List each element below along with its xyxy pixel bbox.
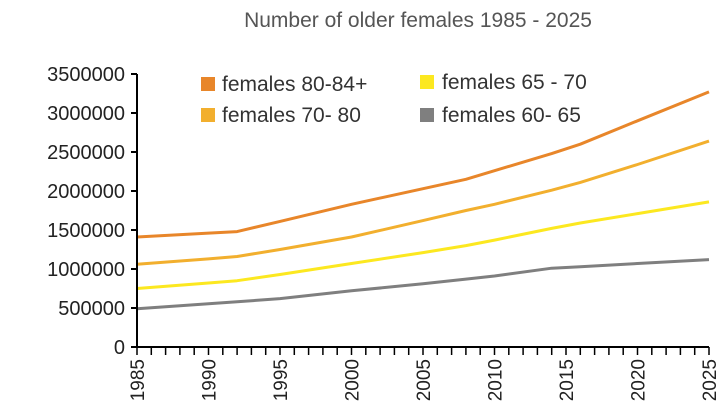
- series-line: [136, 90, 710, 239]
- y-tick-label: 1000000: [47, 259, 125, 281]
- x-tick-label: 2000: [343, 359, 364, 401]
- y-ticks: 0 500000 1000000 1500000 2000000 2500000 30000…: [47, 64, 137, 359]
- y-tick-label: 3500000: [47, 64, 125, 86]
- legend-swatch: [420, 108, 434, 122]
- x-tick-label: 2015: [557, 359, 578, 401]
- y-tick-label: 1500000: [47, 220, 125, 242]
- chart-title: Number of older females 1985 - 2025: [244, 9, 592, 32]
- y-tick-label: 3000000: [47, 103, 125, 125]
- x-tick-label: 2025: [700, 359, 721, 401]
- y-tick-label: 500000: [58, 298, 125, 320]
- series-line: [136, 200, 710, 290]
- legend-item: females 80-84+: [201, 73, 367, 96]
- y-tick-label: 2000000: [47, 181, 125, 203]
- y-tick-label: 2500000: [47, 142, 125, 164]
- x-ticks: 1985 1990 1995 2000 2005 2010 2015 2020 2025: [128, 347, 721, 401]
- x-tick-label: 2020: [629, 359, 650, 401]
- y-tick-label: 0: [114, 337, 125, 359]
- legend-swatch: [201, 108, 215, 122]
- x-tick-label: 2010: [486, 359, 507, 401]
- legend-item: females 70- 80: [201, 104, 361, 127]
- series-line: [136, 258, 710, 311]
- x-tick-label: 2005: [414, 359, 435, 401]
- legend-swatch: [420, 75, 434, 89]
- legend: females 80-84+ females 70- 80 females 65…: [201, 71, 587, 127]
- plot-lines: [136, 90, 710, 311]
- legend-item: females 65 - 70: [420, 71, 587, 94]
- x-tick-label: 1995: [271, 359, 292, 401]
- legend-label: females 60- 65: [442, 104, 581, 127]
- x-tick-label: 1990: [200, 359, 221, 401]
- legend-item: females 60- 65: [420, 104, 581, 127]
- series-line: [136, 139, 710, 266]
- legend-label: females 80-84+: [222, 73, 367, 96]
- legend-label: females 65 - 70: [442, 71, 587, 94]
- legend-swatch: [201, 77, 215, 91]
- legend-label: females 70- 80: [222, 104, 361, 127]
- x-tick-label: 1985: [128, 359, 149, 401]
